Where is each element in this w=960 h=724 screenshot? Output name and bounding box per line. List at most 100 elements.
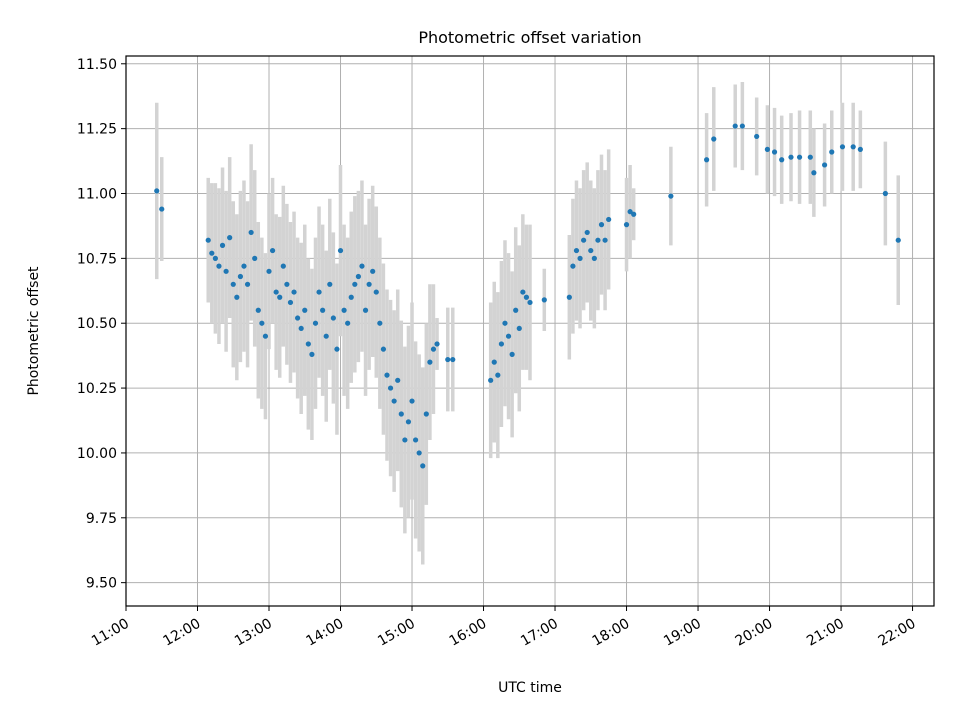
data-point xyxy=(771,149,778,155)
data-point xyxy=(434,341,440,347)
data-point xyxy=(577,255,583,261)
data-point xyxy=(291,289,297,295)
data-point xyxy=(527,299,533,306)
data-point xyxy=(623,222,630,228)
data-point xyxy=(764,146,770,152)
data-point xyxy=(370,268,376,274)
data-point xyxy=(266,268,272,274)
data-point xyxy=(269,247,276,254)
data-point xyxy=(244,281,251,287)
y-tick-label: 10.50 xyxy=(77,316,117,332)
data-point xyxy=(509,351,515,357)
data-point xyxy=(359,263,365,269)
data-point xyxy=(591,255,597,261)
data-point xyxy=(398,411,404,417)
data-point xyxy=(450,356,456,363)
data-point xyxy=(348,294,354,300)
data-point xyxy=(216,263,222,269)
data-point xyxy=(416,450,422,456)
chart-title: Photometric offset variation xyxy=(418,28,641,47)
data-point xyxy=(420,463,426,469)
data-point xyxy=(327,281,333,287)
data-point xyxy=(523,294,530,300)
data-point xyxy=(491,359,497,365)
data-point xyxy=(807,154,813,160)
data-point xyxy=(280,263,286,269)
data-point xyxy=(502,320,508,326)
data-point xyxy=(602,237,608,243)
data-point xyxy=(606,216,612,223)
data-point xyxy=(409,398,415,404)
data-point xyxy=(273,289,279,295)
data-point xyxy=(362,307,369,313)
data-point xyxy=(895,237,901,243)
data-point xyxy=(520,289,526,295)
data-point xyxy=(316,289,322,295)
data-point xyxy=(234,294,240,300)
data-point xyxy=(384,372,390,378)
data-point xyxy=(857,146,863,152)
data-point xyxy=(581,237,587,243)
data-point xyxy=(631,211,637,217)
data-point xyxy=(255,307,261,313)
data-point xyxy=(505,333,512,339)
data-point xyxy=(295,315,301,321)
data-point xyxy=(395,377,401,383)
data-point xyxy=(323,333,329,339)
data-point xyxy=(219,242,226,248)
data-point xyxy=(284,281,290,287)
data-point xyxy=(262,333,269,339)
data-point xyxy=(154,188,160,194)
data-point xyxy=(287,299,294,306)
data-point xyxy=(355,273,361,280)
data-point xyxy=(345,320,351,326)
data-point xyxy=(573,247,580,254)
data-point xyxy=(488,377,494,383)
data-point xyxy=(377,320,383,326)
data-point xyxy=(570,263,576,269)
x-axis-label: UTC time xyxy=(498,680,562,696)
data-point xyxy=(516,325,522,332)
data-point xyxy=(732,123,738,129)
data-point xyxy=(205,237,211,243)
data-point xyxy=(796,154,803,160)
data-point xyxy=(588,247,594,254)
data-point xyxy=(412,437,419,443)
data-point xyxy=(366,281,372,287)
data-point xyxy=(427,359,433,365)
y-tick-label: 10.25 xyxy=(77,381,117,397)
data-point xyxy=(513,307,519,313)
data-point xyxy=(387,385,394,391)
data-point xyxy=(584,229,590,236)
data-point xyxy=(779,157,785,163)
data-point xyxy=(209,250,215,256)
data-point xyxy=(227,235,233,241)
data-point xyxy=(298,325,304,332)
y-tick-label: 11.25 xyxy=(77,122,117,138)
data-point xyxy=(159,206,165,212)
data-point xyxy=(248,229,254,236)
y-tick-label: 9.75 xyxy=(86,511,117,527)
data-point xyxy=(541,297,547,303)
data-point xyxy=(380,346,387,352)
data-point xyxy=(423,411,429,417)
data-point xyxy=(305,341,311,347)
data-point xyxy=(312,320,319,326)
data-point xyxy=(882,190,888,197)
data-point xyxy=(277,294,283,300)
point-layer xyxy=(154,123,901,469)
data-point xyxy=(341,307,347,313)
data-point xyxy=(598,222,605,228)
data-point xyxy=(566,294,572,300)
data-point xyxy=(330,315,336,321)
data-point xyxy=(302,307,308,313)
data-point xyxy=(320,307,326,313)
plot-frame xyxy=(125,55,935,607)
data-point xyxy=(405,419,412,425)
data-point xyxy=(337,247,344,254)
data-point xyxy=(430,346,437,352)
y-tick-label: 10.00 xyxy=(77,446,117,462)
